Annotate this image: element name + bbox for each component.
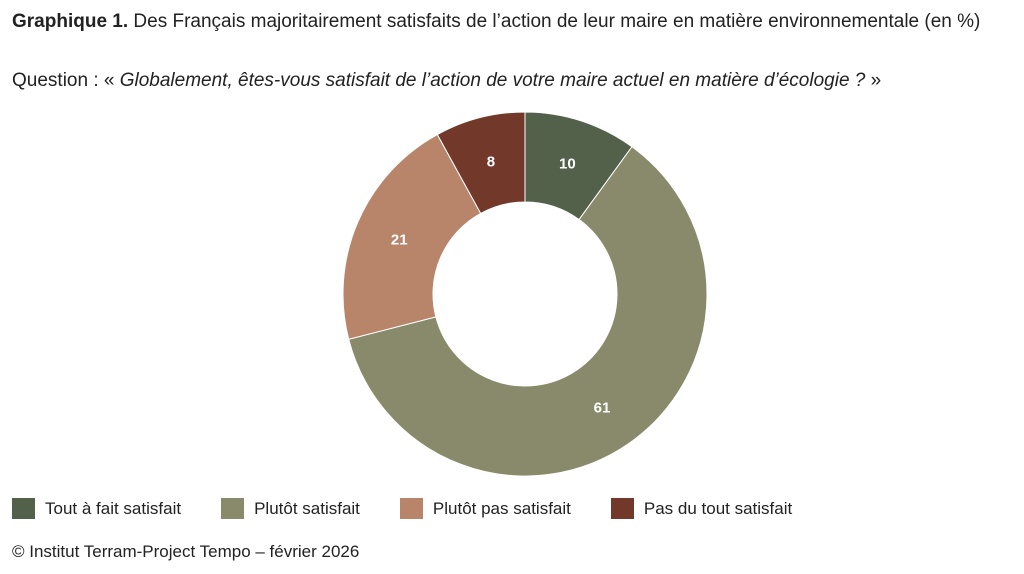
source: © Institut Terram-Project Tempo – févrie… <box>12 542 360 561</box>
legend-label: Tout à fait satisfait <box>45 498 182 518</box>
legend-item: Pas du tout satisfait <box>610 498 793 519</box>
title-prefix: Graphique 1. <box>12 11 129 32</box>
legend: Tout à fait satisfait Plutôt satisfait Plu… <box>12 498 832 519</box>
slice-2 <box>342 133 482 340</box>
data-label-1: 61 <box>594 399 611 416</box>
slice-3 <box>436 111 526 215</box>
legend-swatch <box>12 498 35 519</box>
slice-1 <box>348 146 708 477</box>
legend-item: Tout à fait satisfait <box>12 498 181 519</box>
question-text: Globalement, êtes-vous satisfait de l’ac… <box>119 70 866 91</box>
legend-swatch <box>610 498 634 519</box>
legend-label: Plutôt satisfait <box>254 498 360 518</box>
legend-label: Plutôt pas satisfait <box>432 498 571 518</box>
legend-swatch <box>221 498 245 519</box>
data-label-3: 8 <box>487 153 495 170</box>
question-prefix: Question : « <box>12 70 115 91</box>
legend-swatch <box>399 498 423 519</box>
chart-question: Question : « Globalement, êtes-vous sati… <box>12 70 881 92</box>
legend-item: Plutôt pas satisfait <box>399 498 571 519</box>
data-label-2: 21 <box>391 232 408 249</box>
chart-title: Graphique 1. Des Français majoritairemen… <box>12 10 1012 33</box>
data-label-0: 10 <box>559 156 576 173</box>
title-text: Des Français majoritairement satisfaits … <box>133 11 981 32</box>
legend-label: Pas du tout satisfait <box>643 498 793 518</box>
question-suffix: » <box>870 70 882 91</box>
legend-item: Plutôt satisfait <box>221 498 360 519</box>
